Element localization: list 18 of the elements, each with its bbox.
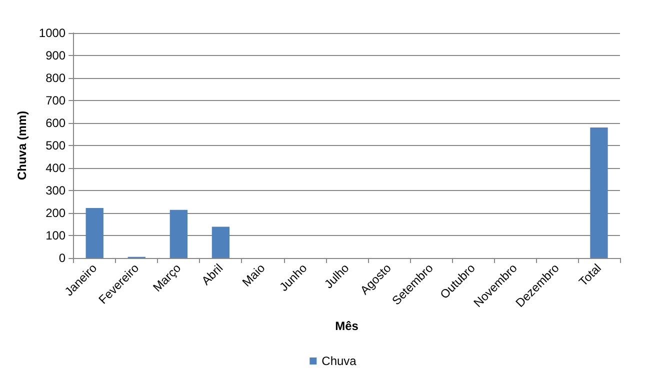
y-tick-label: 100 xyxy=(46,228,66,242)
y-tick-label: 1000 xyxy=(38,26,66,40)
y-tick-label: 800 xyxy=(46,71,66,85)
y-tick-label: 300 xyxy=(46,184,66,198)
y-tick-label: 700 xyxy=(46,94,66,108)
x-axis-title: Mês xyxy=(335,319,359,333)
y-axis-title: Chuva (mm) xyxy=(15,110,29,180)
y-tick-label: 600 xyxy=(46,116,66,130)
y-tick-label: 200 xyxy=(46,206,66,220)
bar xyxy=(590,128,608,258)
y-tick-label: 400 xyxy=(46,161,66,175)
bar xyxy=(212,226,230,258)
y-tick-label: 900 xyxy=(46,48,66,62)
y-tick-label: 0 xyxy=(58,251,66,265)
y-tick-label: 500 xyxy=(46,138,66,152)
bar xyxy=(170,210,188,258)
legend-label: Chuva xyxy=(322,354,357,368)
bar xyxy=(86,208,104,258)
